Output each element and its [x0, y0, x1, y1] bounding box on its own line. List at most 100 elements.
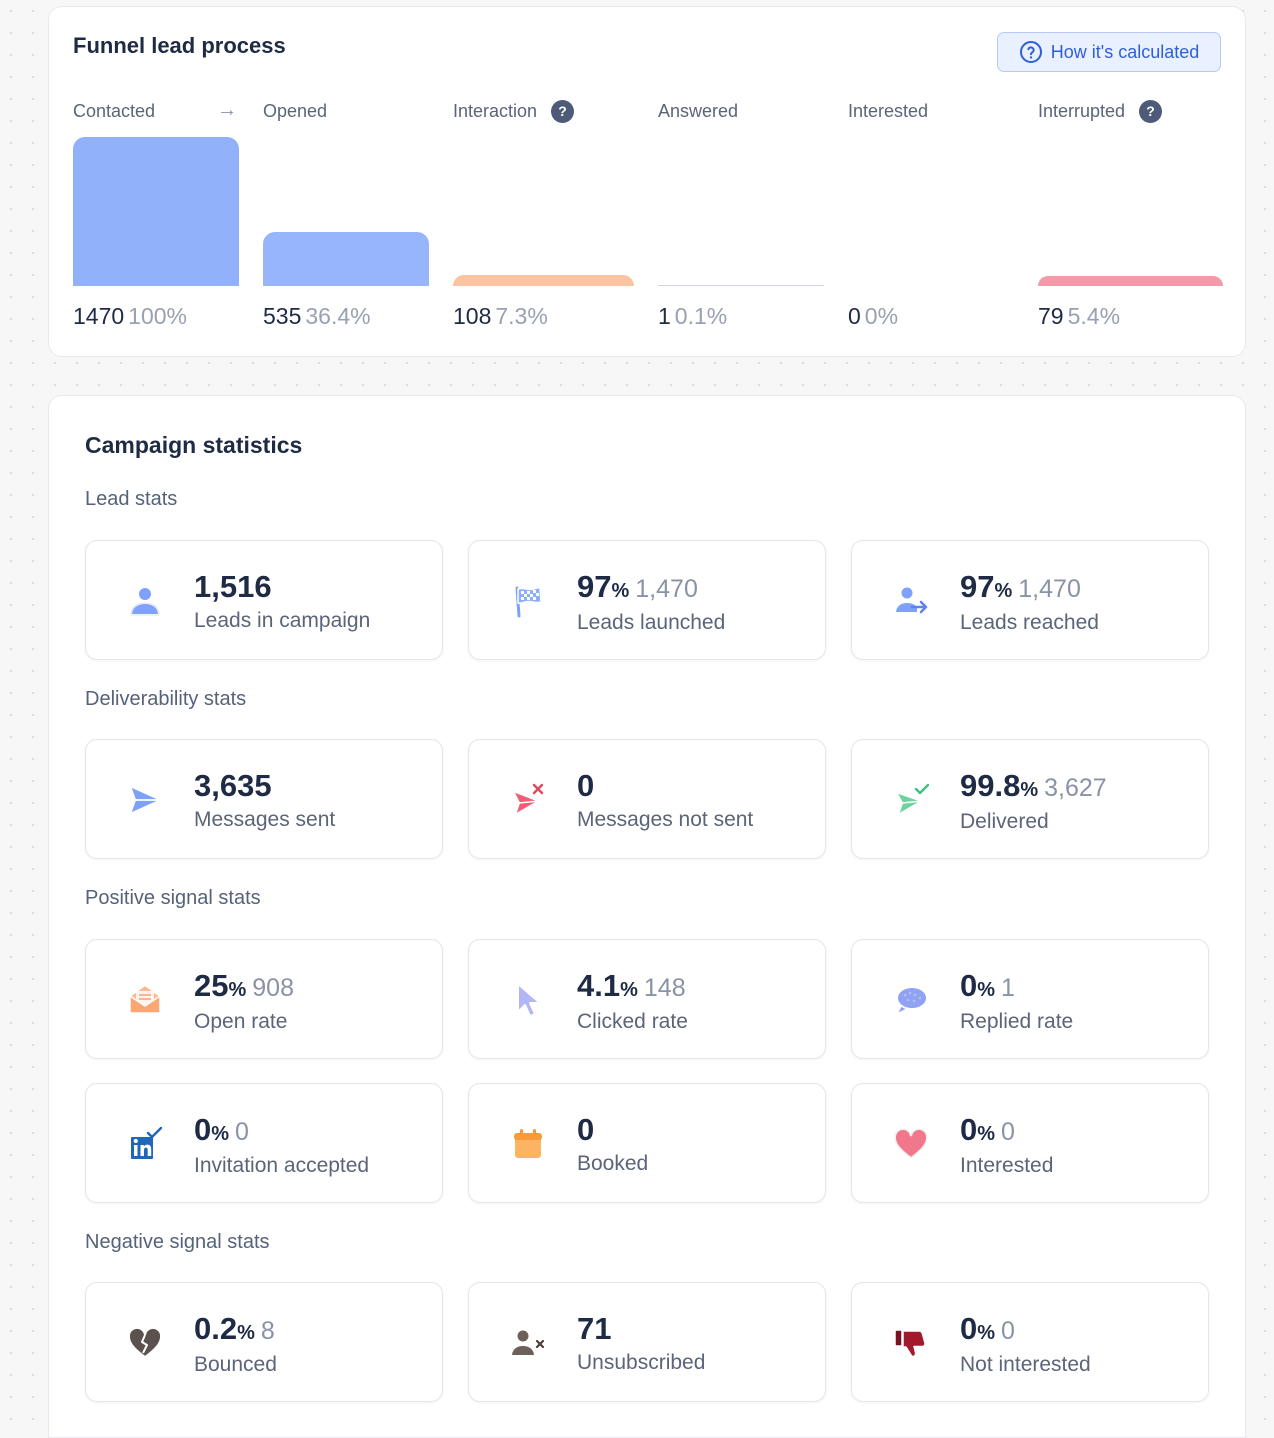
stat-value: 97 — [577, 569, 612, 604]
stat-count: 1 — [1001, 974, 1015, 1002]
stat-label: Invitation accepted — [194, 1154, 370, 1177]
plane-check-icon — [895, 783, 930, 816]
stat-label: Not interested — [960, 1353, 1091, 1376]
section-title-positive: Positive signal stats — [85, 887, 261, 909]
stat-open-rate: 25% 908 Open rate — [85, 939, 443, 1059]
stat-delivered: 99.8% 3,627 Delivered — [851, 739, 1209, 859]
funnel-title: Funnel lead process — [73, 33, 286, 58]
stat-value: 0 — [194, 1112, 212, 1147]
person-arrow-icon — [893, 585, 928, 614]
funnel-stage-opened: Opened 535 36.4% — [263, 99, 429, 339]
stat-percent-sign: % — [977, 1322, 996, 1344]
stat-percent-sign: % — [994, 580, 1013, 602]
stat-interested: 0% 0 Interested — [851, 1083, 1209, 1203]
help-icon[interactable]: ? — [1139, 99, 1163, 123]
funnel-bar-interaction — [453, 275, 634, 286]
stage-count: 0 — [848, 303, 861, 329]
funnel-bar-interested — [848, 285, 1014, 286]
stat-value: 1,516 — [194, 569, 272, 604]
stat-count: 0 — [235, 1118, 249, 1146]
stat-count: 908 — [252, 974, 294, 1002]
funnel-bar-answered — [658, 285, 824, 286]
stat-value: 3,635 — [194, 768, 272, 803]
stage-count: 1470 — [73, 303, 125, 329]
stat-clicked-rate: 4.1% 148 Clicked rate — [468, 939, 826, 1059]
stage-count: 1 — [658, 303, 671, 329]
stat-bounced: 0.2% 8 Bounced — [85, 1282, 443, 1402]
help-icon[interactable]: ? — [551, 99, 575, 123]
open-envelope-icon — [129, 984, 161, 1014]
funnel-stage-interested: Interested 0 0% — [848, 99, 1014, 339]
thumbs-down-icon — [894, 1329, 926, 1358]
section-title-deliverability: Deliverability stats — [85, 688, 247, 710]
plane-failed-icon — [512, 783, 544, 816]
stat-messages-not-sent: 0 Messages not sent — [468, 739, 826, 859]
stage-count: 79 — [1038, 303, 1064, 329]
calendar-icon — [513, 1129, 543, 1160]
stat-messages-sent: 3,635 Messages sent — [85, 739, 443, 859]
stat-count: 148 — [643, 974, 686, 1002]
stat-percent-sign: % — [611, 580, 630, 602]
heart-icon — [893, 1127, 929, 1160]
section-title-lead: Lead stats — [85, 488, 178, 510]
funnel-bar-interrupted — [1038, 276, 1223, 286]
stage-label: Contacted — [73, 100, 156, 121]
stat-value: 4.1 — [577, 968, 621, 1003]
stat-label: Unsubscribed — [577, 1351, 706, 1374]
how-calculated-label: How it's calculated — [1050, 41, 1200, 62]
stage-percent: 7.3% — [495, 303, 548, 329]
stat-count: 0 — [1001, 1317, 1015, 1345]
stat-value: 0 — [577, 768, 595, 803]
stat-replied-rate: 0% 1 Replied rate — [851, 939, 1209, 1059]
stat-label: Leads launched — [577, 611, 726, 634]
stat-percent-sign: % — [237, 1322, 255, 1344]
paper-plane-icon — [129, 785, 162, 815]
funnel-stage-interaction: Interaction? 108 7.3% — [453, 99, 634, 339]
stat-label: Messages sent — [194, 808, 336, 831]
stage-label: Interrupted — [1038, 100, 1126, 121]
funnel-stage-contacted: Contacted → 1470 100% — [73, 99, 239, 339]
section-title-negative: Negative signal stats — [85, 1231, 270, 1253]
campaign-statistics-card: Campaign statistics Lead stats 1,516 Lea… — [48, 395, 1246, 1438]
stat-leads-in-campaign: 1,516 Leads in campaign — [85, 540, 443, 660]
linkedin-check-icon — [129, 1126, 163, 1161]
cursor-icon — [517, 983, 541, 1017]
stat-value: 97 — [960, 569, 995, 604]
stat-unsubscribed: 71 Unsubscribed — [468, 1282, 826, 1402]
stage-count: 535 — [263, 303, 302, 329]
stat-count: 1,470 — [1018, 575, 1081, 603]
stat-label: Booked — [577, 1152, 649, 1175]
arrow-right-icon: → — [217, 99, 237, 121]
stat-percent-sign: % — [1020, 779, 1039, 801]
stat-value: 25 — [194, 968, 229, 1003]
stat-percent-sign: % — [228, 979, 247, 1001]
stat-label: Open rate — [194, 1010, 288, 1033]
stat-percent-sign: % — [211, 1123, 230, 1145]
stat-label: Delivered — [960, 810, 1049, 833]
stat-label: Leads reached — [960, 611, 1099, 634]
stage-label: Interaction — [453, 100, 538, 121]
stat-leads-launched: 97% 1,470 Leads launched — [468, 540, 826, 660]
funnel-bar-opened — [263, 232, 429, 286]
how-calculated-button[interactable]: How it's calculated — [997, 32, 1221, 72]
stage-count: 108 — [453, 303, 492, 329]
stat-percent-sign: % — [977, 1123, 996, 1145]
stat-percent-sign: % — [977, 979, 996, 1001]
stat-invitation-accepted: 0% 0 Invitation accepted — [85, 1083, 443, 1203]
stage-percent: 100% — [128, 303, 187, 329]
stat-value: 0.2 — [194, 1311, 238, 1346]
broken-heart-icon — [127, 1326, 163, 1359]
speech-bubble-icon — [896, 986, 928, 1015]
stat-value: 0 — [577, 1112, 595, 1147]
stat-label: Interested — [960, 1154, 1054, 1177]
stat-value: 0 — [960, 1112, 978, 1147]
stat-count: 8 — [260, 1317, 275, 1345]
campaign-title: Campaign statistics — [85, 432, 303, 458]
stat-count: 3,627 — [1044, 774, 1107, 802]
stage-percent: 5.4% — [1067, 303, 1121, 329]
stat-value: 0 — [960, 968, 978, 1003]
funnel-bar-contacted — [73, 137, 239, 286]
stage-label: Interested — [848, 100, 929, 121]
stat-booked: 0 Booked — [468, 1083, 826, 1203]
stat-count: 0 — [1001, 1118, 1015, 1146]
